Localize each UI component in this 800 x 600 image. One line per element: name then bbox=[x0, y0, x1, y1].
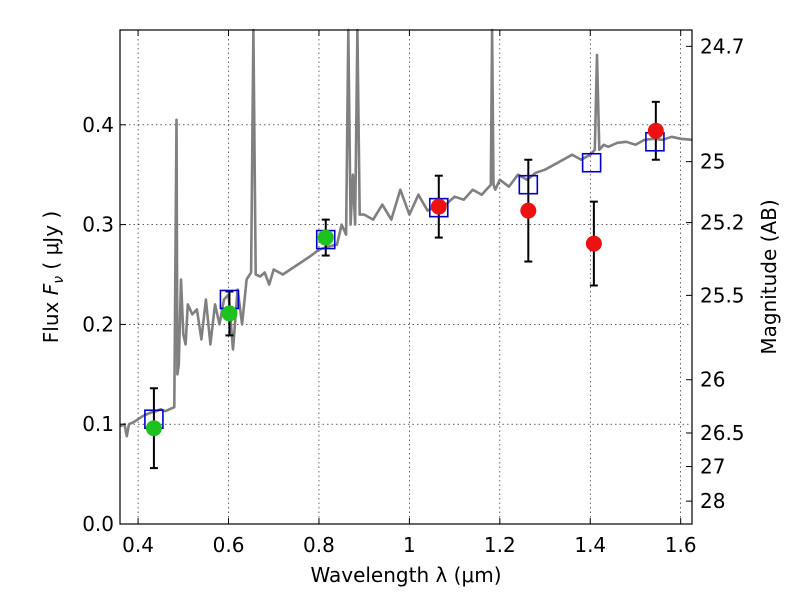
y-tick-label: 0.2 bbox=[82, 312, 114, 336]
right-tick-label: 26 bbox=[700, 368, 725, 392]
right-axis-ticks: 24.7 25 25.2 25.5 26 26.5 27 28 bbox=[686, 34, 745, 513]
x-tick-label: 1.4 bbox=[574, 533, 606, 557]
y-tick-label: 0.3 bbox=[82, 213, 114, 237]
model-box-point bbox=[518, 174, 539, 195]
plot-frame bbox=[119, 29, 693, 525]
x-tick-label: 0.4 bbox=[122, 533, 154, 557]
y-tick-label: 0.0 bbox=[82, 512, 114, 536]
y-axis-ticks: 0.0 0.1 0.2 0.3 0.4 bbox=[82, 113, 126, 536]
red-data-point bbox=[647, 122, 664, 139]
right-tick-label: 26.5 bbox=[700, 421, 745, 445]
grid bbox=[120, 30, 692, 525]
x-tick-label: 1.6 bbox=[665, 533, 697, 557]
right-tick-label: 24.7 bbox=[700, 34, 745, 58]
x-tick-label: 1.2 bbox=[484, 533, 516, 557]
green-data-point bbox=[145, 420, 162, 437]
red-data-point bbox=[520, 202, 537, 219]
right-tick-label: 25.5 bbox=[700, 283, 745, 307]
observed-point-series bbox=[145, 122, 664, 437]
spectrum-line bbox=[119, 28, 693, 438]
y-tick-label: 0.4 bbox=[82, 113, 114, 137]
right-tick-label: 28 bbox=[700, 489, 725, 513]
y-axis-label: Flux Fν ( μJy ) bbox=[39, 211, 67, 343]
model-box-series bbox=[144, 131, 665, 430]
red-data-point bbox=[430, 198, 447, 215]
x-tick-label: 1 bbox=[403, 533, 416, 557]
x-axis-label: Wavelength λ (μm) bbox=[310, 563, 501, 587]
right-tick-label: 27 bbox=[700, 455, 725, 479]
right-tick-label: 25.2 bbox=[700, 211, 745, 235]
y-tick-label: 0.1 bbox=[82, 412, 114, 436]
model-box-point bbox=[428, 197, 449, 218]
x-axis-ticks: 0.4 0.6 0.8 1 1.2 1.4 1.6 bbox=[122, 30, 697, 557]
model-box-point bbox=[581, 152, 602, 173]
right-tick-label: 25 bbox=[700, 150, 725, 174]
green-data-point bbox=[221, 305, 238, 322]
right-axis-label: Magnitude (AB) bbox=[757, 199, 781, 354]
green-data-point bbox=[317, 229, 334, 246]
red-data-point bbox=[585, 235, 602, 252]
x-tick-label: 0.6 bbox=[213, 533, 245, 557]
x-tick-label: 0.8 bbox=[303, 533, 335, 557]
spectrum-series bbox=[119, 28, 693, 438]
